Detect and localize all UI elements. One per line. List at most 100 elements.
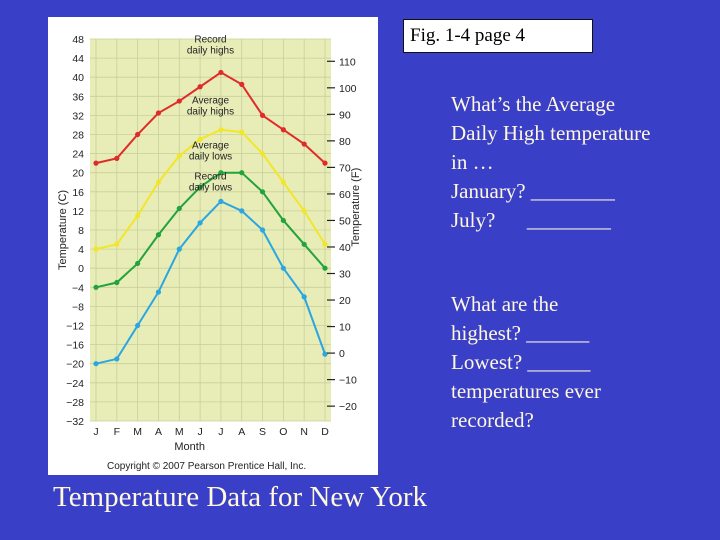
question-line: recorded?: [451, 408, 534, 432]
y-tick-label: −8: [72, 301, 84, 313]
y2-tick-label: 40: [339, 242, 351, 254]
data-point: [155, 110, 162, 116]
data-point: [135, 131, 141, 138]
axis-ticks: 48444036322824201612840−4−8−12−16−20−24−…: [66, 34, 357, 438]
data-point: [114, 356, 120, 362]
series-label: daily lows: [189, 152, 232, 163]
y2-tick-label: 20: [339, 295, 351, 307]
data-point: [322, 351, 328, 357]
y2-tick-label: 110: [339, 56, 356, 68]
series-label: daily lows: [189, 182, 232, 193]
y-tick-label: −4: [72, 282, 84, 294]
series-line: [95, 128, 326, 251]
question-line: January? ________: [451, 179, 615, 203]
y2-axis-label: Temperature (F): [350, 168, 362, 247]
y-tick-label: 20: [72, 168, 84, 180]
series-label: Record: [194, 171, 226, 182]
y2-tick-label: 80: [339, 136, 351, 148]
data-point: [135, 260, 141, 267]
data-point: [218, 127, 224, 133]
data-point: [155, 179, 162, 185]
y-tick-label: 4: [78, 244, 84, 256]
data-point: [218, 69, 224, 76]
x-tick-label: J: [218, 426, 223, 438]
x-tick-label: N: [300, 426, 308, 438]
y-tick-label: −16: [66, 340, 84, 352]
data-point: [259, 151, 266, 157]
series-line: [95, 71, 326, 165]
series-label: Average: [192, 141, 230, 152]
y2-tick-label: 50: [339, 215, 351, 227]
y-tick-label: 48: [72, 34, 84, 46]
data-point: [176, 205, 182, 212]
data-point: [301, 208, 307, 214]
y-tick-label: 0: [78, 263, 84, 275]
data-point: [176, 153, 182, 159]
temperature-chart: 48444036322824201612840−4−8−12−16−20−24−…: [57, 34, 362, 472]
y-tick-label: −12: [66, 321, 84, 333]
y-tick-label: 32: [72, 110, 84, 122]
data-point: [301, 241, 307, 247]
data-point: [114, 279, 120, 286]
y-tick-label: −32: [66, 416, 84, 428]
data-point: [218, 198, 224, 204]
series-label: Record: [194, 34, 226, 45]
x-tick-label: O: [279, 426, 287, 438]
data-point: [239, 208, 245, 214]
data-point: [197, 136, 203, 142]
data-point: [114, 241, 120, 247]
data-point: [155, 232, 162, 238]
data-point: [93, 246, 99, 252]
x-tick-label: J: [197, 426, 202, 438]
data-point: [301, 294, 307, 300]
data-point: [93, 160, 99, 166]
x-tick-label: D: [321, 426, 329, 438]
question-line: Lowest? ______: [451, 350, 591, 374]
series-label: daily highs: [187, 45, 234, 56]
x-tick-label: F: [114, 426, 120, 438]
data-point: [176, 246, 182, 252]
data-point: [259, 189, 266, 195]
series-lines: [93, 69, 328, 367]
data-point: [239, 129, 245, 135]
data-point: [280, 217, 286, 224]
x-tick-label: M: [175, 426, 184, 438]
y-tick-label: 8: [78, 225, 84, 237]
question-line: temperatures ever: [451, 379, 601, 403]
data-point: [239, 170, 245, 176]
y-tick-label: −24: [66, 378, 84, 390]
data-point: [197, 220, 203, 226]
data-point: [93, 284, 99, 290]
y2-tick-label: 70: [339, 162, 351, 174]
data-point: [322, 265, 328, 271]
x-tick-label: A: [155, 426, 162, 438]
y-axis-label: Temperature (C): [57, 190, 69, 270]
y-tick-label: −28: [66, 397, 84, 409]
series-label: Average: [192, 96, 230, 107]
data-point: [197, 84, 203, 90]
data-point: [259, 227, 266, 233]
data-point: [114, 155, 120, 161]
question-records: What are the highest? ______ Lowest? _____…: [451, 290, 706, 435]
y2-tick-label: 30: [339, 269, 351, 281]
series-label: daily highs: [187, 107, 234, 118]
y2-tick-label: −20: [339, 401, 357, 413]
data-point: [93, 361, 99, 367]
data-point: [322, 160, 328, 166]
x-tick-label: M: [133, 426, 142, 438]
data-point: [135, 322, 141, 329]
figure-reference-label: Fig. 1-4 page 4: [403, 19, 593, 53]
question-line: Daily High temperature: [451, 121, 651, 145]
data-point: [280, 127, 286, 133]
y-tick-label: 36: [72, 91, 84, 103]
y2-tick-label: 90: [339, 109, 351, 121]
x-axis-label: Month: [174, 441, 205, 453]
figure-panel: 48 44 40 36 32 28 24 20 16 12 8 4 0 −4 −8 −12 −16 −20 −24−…: [48, 17, 378, 475]
data-point: [218, 170, 224, 176]
y-tick-label: 44: [72, 53, 84, 65]
y2-tick-label: 100: [339, 83, 357, 95]
y-tick-label: 24: [72, 149, 84, 161]
question-line: What’s the Average: [451, 92, 616, 116]
data-point: [259, 112, 266, 118]
y-tick-label: 40: [72, 72, 84, 84]
